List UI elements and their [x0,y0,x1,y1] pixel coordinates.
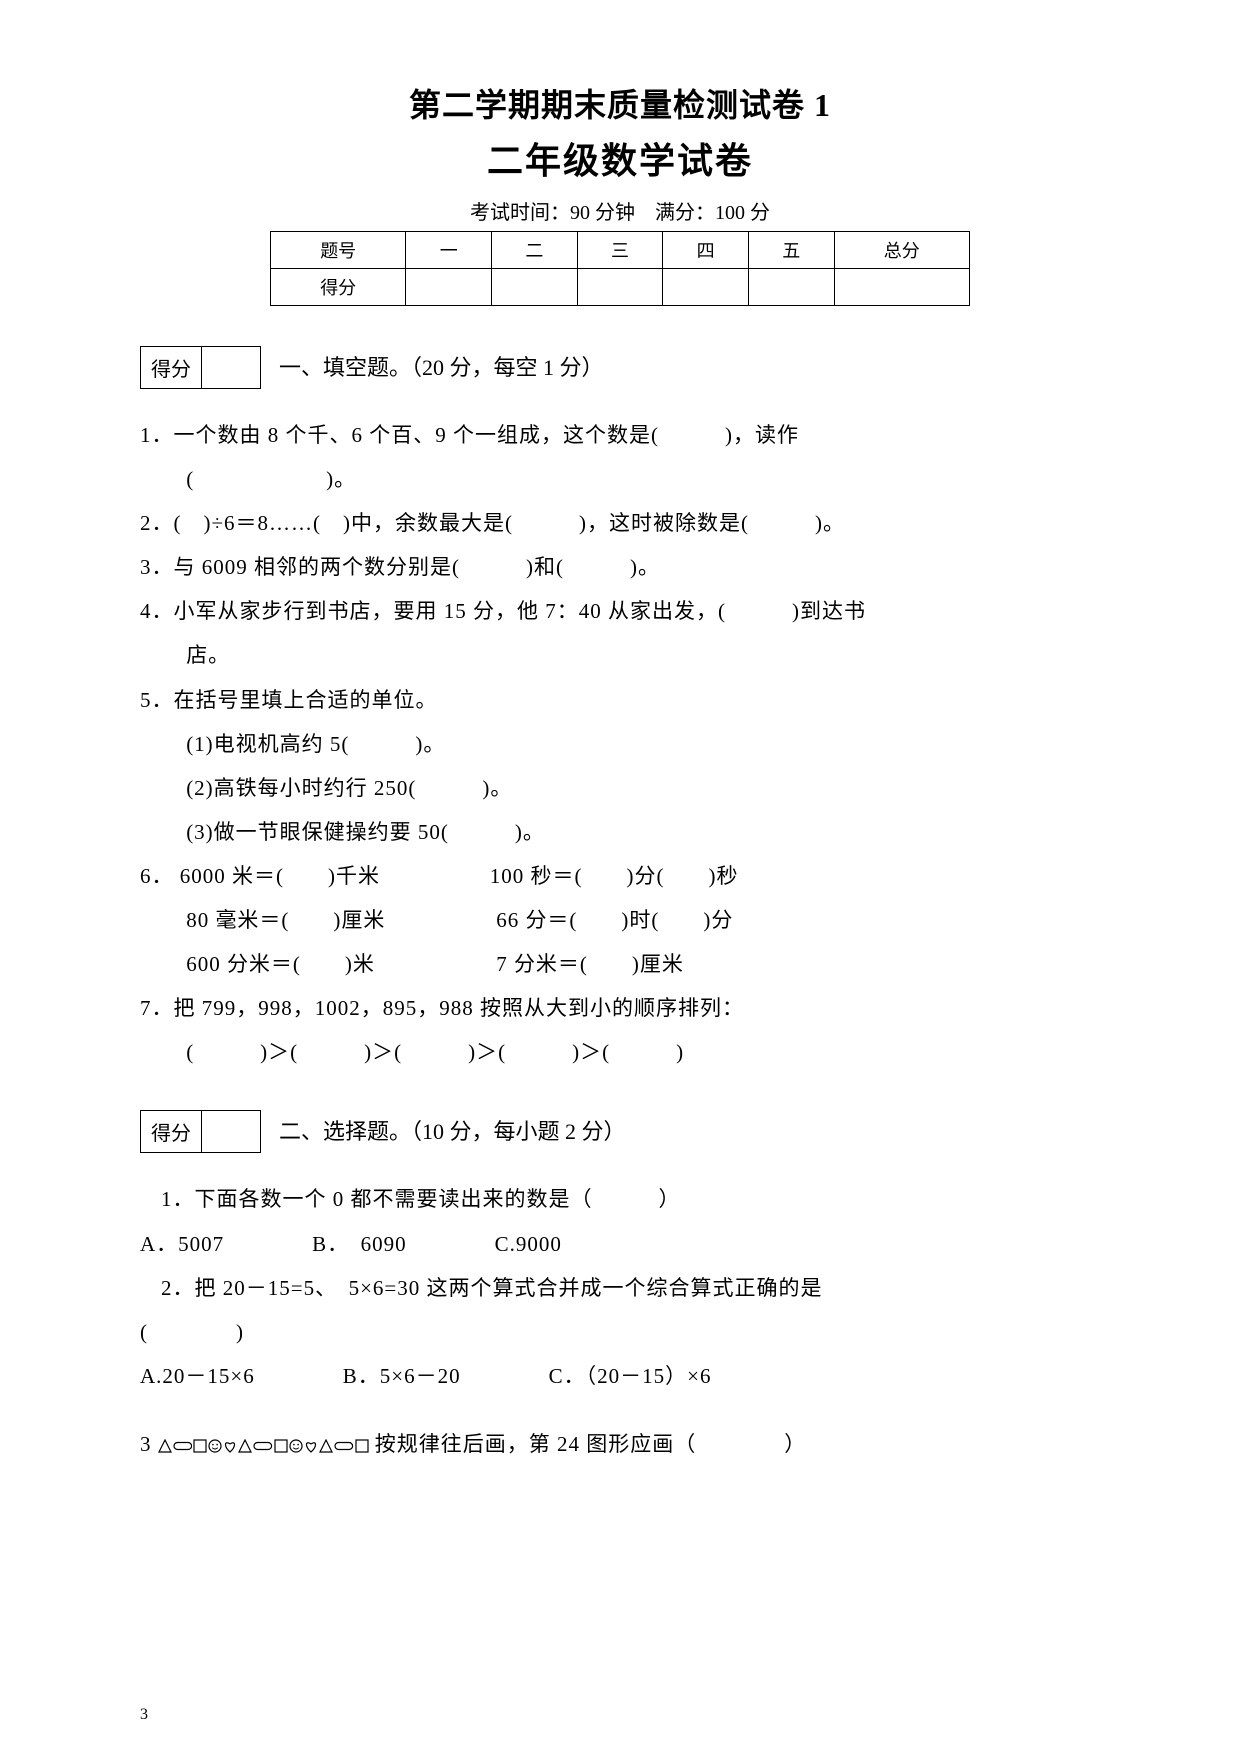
q5-1: (1)电视机高约 5( )。 [140,722,1100,766]
q1-line2: ( )。 [140,457,1100,501]
section-2-title: 二、选择题。（10 分，每小题 2 分） [279,1110,626,1146]
score-blank [202,347,260,388]
q1-line1: 1．一个数由 8 个千、6 个百、9 个一组成，这个数是( )，读作 [140,413,1100,457]
s2-q3: 3 按规律往后画，第 24 图形应画（ ） [140,1422,1100,1466]
title-line-1: 第二学期期末质量检测试卷 1 [140,80,1100,126]
score-cell [406,269,492,306]
s2-q3-tail: 按规律往后画，第 24 图形应画（ ） [375,1432,807,1456]
section-2-header: 得分 二、选择题。（10 分，每小题 2 分） [140,1110,1100,1153]
s2-q1: 1．下面各数一个 0 都不需要读出来的数是（ ） [140,1177,1100,1221]
q3: 3．与 6009 相邻的两个数分别是( )和( )。 [140,545,1100,589]
col-header: 一 [406,232,492,269]
col-header: 题号 [271,232,406,269]
title-line-2: 二年级数学试卷 [140,132,1100,184]
q6-r3c2: 7 分米＝( )厘米 [496,942,684,986]
score-blank [202,1111,260,1152]
col-header: 三 [577,232,663,269]
page-number: 3 [140,1706,148,1724]
score-cell [492,269,578,306]
q2: 2．( )÷6＝8……( )中，余数最大是( )，这时被除数是( )。 [140,501,1100,545]
q6-row3: 600 分米＝( )米 7 分米＝( )厘米 [140,942,1100,986]
q6-num: 6． [140,864,174,888]
row-label: 得分 [271,269,406,306]
q6-r2c2: 66 分＝( )时( )分 [496,898,733,942]
q7-line2: ( )＞( )＞( )＞( )＞( ) [140,1030,1100,1074]
q6-row2: 80 毫米＝( )厘米 66 分＝( )时( )分 [140,898,1100,942]
score-cell [577,269,663,306]
exam-page: 第二学期期末质量检测试卷 1 二年级数学试卷 考试时间：90 分钟 满分：100… [0,0,1240,1754]
col-header: 二 [492,232,578,269]
q6-r3c1: 600 分米＝( )米 [186,942,496,986]
table-row: 题号 一 二 三 四 五 总分 [271,232,970,269]
s2-q2-line1: 2．把 20－15=5、 5×6=30 这两个算式合并成一个综合算式正确的是 [140,1266,1100,1310]
score-summary-table: 题号 一 二 三 四 五 总分 得分 [270,231,970,306]
score-cell [834,269,969,306]
q5-3: (3)做一节眼保健操约要 50( )。 [140,810,1100,854]
q5: 5．在括号里填上合适的单位。 [140,678,1100,722]
section-1-title: 一、填空题。（20 分，每空 1 分） [279,346,604,382]
q5-2: (2)高铁每小时约行 250( )。 [140,766,1100,810]
s2-q2-line2: ( ) [140,1310,1100,1354]
col-header: 总分 [834,232,969,269]
col-header: 五 [748,232,834,269]
s2-q2-options: A.20－15×6 B．5×6－20 C．（20－15）×6 [140,1354,1100,1398]
q6-r2c1: 80 毫米＝( )厘米 [186,898,496,942]
q4-line1: 4．小军从家步行到书店，要用 15 分，他 7：40 从家出发，( )到达书 [140,589,1100,633]
score-label: 得分 [141,347,202,388]
score-box: 得分 [140,1110,261,1153]
shape-sequence [158,1439,369,1453]
score-label: 得分 [141,1111,202,1152]
score-cell [748,269,834,306]
q6-r1c2: 100 秒＝( )分( )秒 [490,854,739,898]
table-row: 得分 [271,269,970,306]
q6-r1c1: 6000 米＝( )千米 [180,854,490,898]
col-header: 四 [663,232,749,269]
score-box: 得分 [140,346,261,389]
q7-line1: 7．把 799，998，1002，895，988 按照从大到小的顺序排列： [140,986,1100,1030]
section-1-header: 得分 一、填空题。（20 分，每空 1 分） [140,346,1100,389]
score-cell [663,269,749,306]
q4-line2: 店。 [140,633,1100,677]
exam-info: 考试时间：90 分钟 满分：100 分 [140,196,1100,225]
s2-q3-num: 3 [140,1432,152,1456]
q6: 6． 6000 米＝( )千米 100 秒＝( )分( )秒 [140,854,1100,898]
s2-q1-options: A．5007 B． 6090 C.9000 [140,1222,1100,1266]
